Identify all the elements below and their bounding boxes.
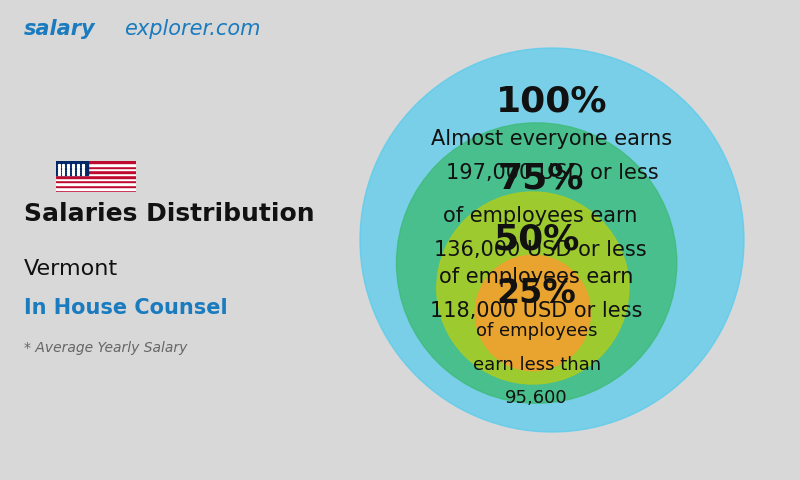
Bar bbox=[56, 170, 136, 173]
Text: Vermont: Vermont bbox=[24, 259, 118, 279]
Circle shape bbox=[437, 192, 629, 384]
Text: In House Counsel: In House Counsel bbox=[24, 298, 228, 318]
Text: 118,000 USD or less: 118,000 USD or less bbox=[430, 301, 643, 321]
Text: * Average Yearly Salary: * Average Yearly Salary bbox=[24, 341, 187, 355]
Text: 75%: 75% bbox=[498, 162, 584, 195]
Bar bbox=[56, 163, 136, 166]
Text: of employees earn: of employees earn bbox=[439, 267, 634, 288]
Bar bbox=[56, 182, 136, 185]
Text: explorer.com: explorer.com bbox=[124, 19, 261, 39]
Text: 50%: 50% bbox=[494, 223, 580, 257]
Bar bbox=[56, 166, 136, 168]
Bar bbox=[56, 190, 136, 192]
Text: 25%: 25% bbox=[497, 277, 577, 310]
Text: 95,600: 95,600 bbox=[506, 389, 568, 408]
Bar bbox=[56, 187, 136, 190]
Text: 100%: 100% bbox=[496, 85, 608, 119]
Bar bbox=[56, 180, 136, 182]
Circle shape bbox=[475, 255, 590, 371]
Text: earn less than: earn less than bbox=[473, 356, 601, 374]
Text: Salaries Distribution: Salaries Distribution bbox=[24, 202, 314, 226]
Text: 136,000 USD or less: 136,000 USD or less bbox=[434, 240, 646, 260]
Text: 197,000 USD or less: 197,000 USD or less bbox=[446, 163, 658, 183]
Bar bbox=[56, 168, 136, 170]
Text: salary: salary bbox=[24, 19, 96, 39]
Bar bbox=[56, 173, 136, 175]
Bar bbox=[56, 185, 136, 187]
Bar bbox=[56, 178, 136, 180]
Text: of employees: of employees bbox=[476, 322, 598, 340]
Bar bbox=[56, 161, 136, 163]
Bar bbox=[56, 161, 88, 175]
Bar bbox=[56, 175, 136, 178]
Circle shape bbox=[360, 48, 744, 432]
Circle shape bbox=[397, 123, 677, 403]
Text: of employees earn: of employees earn bbox=[443, 206, 638, 226]
Text: Almost everyone earns: Almost everyone earns bbox=[431, 129, 673, 149]
